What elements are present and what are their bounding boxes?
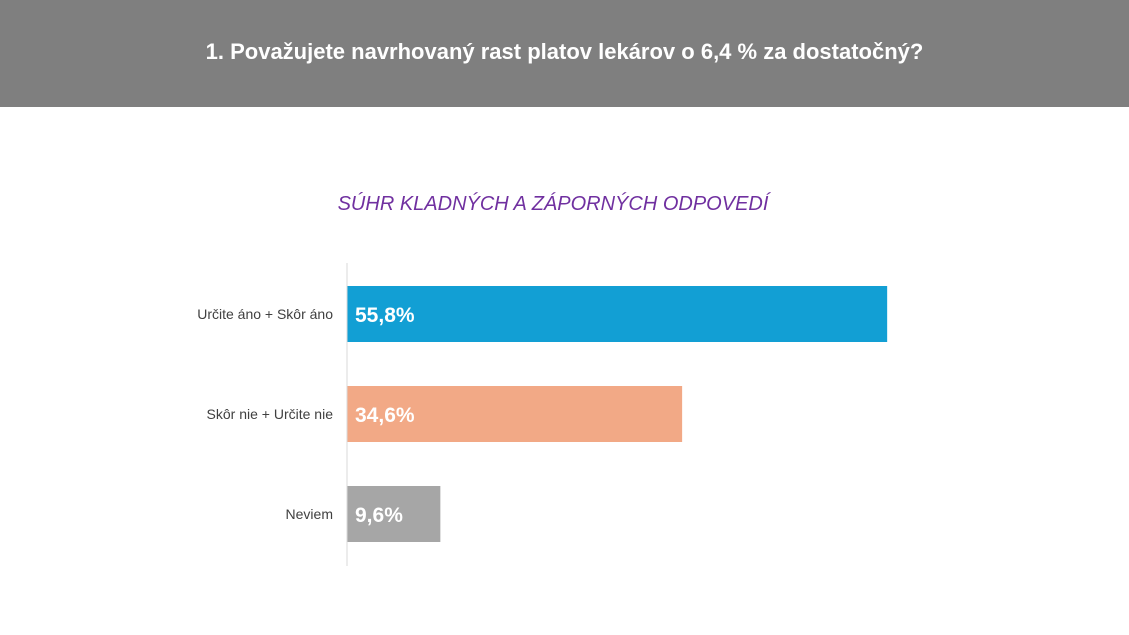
data-label-2: 9,6% <box>355 504 403 527</box>
category-label-0: Určite áno + Skôr áno <box>197 306 333 322</box>
header-bar: 1. Považujete navrhovaný rast platov lek… <box>0 0 1129 107</box>
data-label-0: 55,8% <box>355 304 415 327</box>
category-label-2: Neviem <box>286 506 333 522</box>
chart-title: SÚHR KLADNÝCH A ZÁPORNÝCH ODPOVEDÍ <box>337 193 769 215</box>
bar-1 <box>347 386 683 442</box>
question-title: 1. Považujete navrhovaný rast platov lek… <box>205 38 924 64</box>
data-label-1: 34,6% <box>355 404 415 427</box>
bar-2 <box>347 486 441 542</box>
bar-0 <box>347 286 888 342</box>
category-label-1: Skôr nie + Určite nie <box>207 406 334 422</box>
